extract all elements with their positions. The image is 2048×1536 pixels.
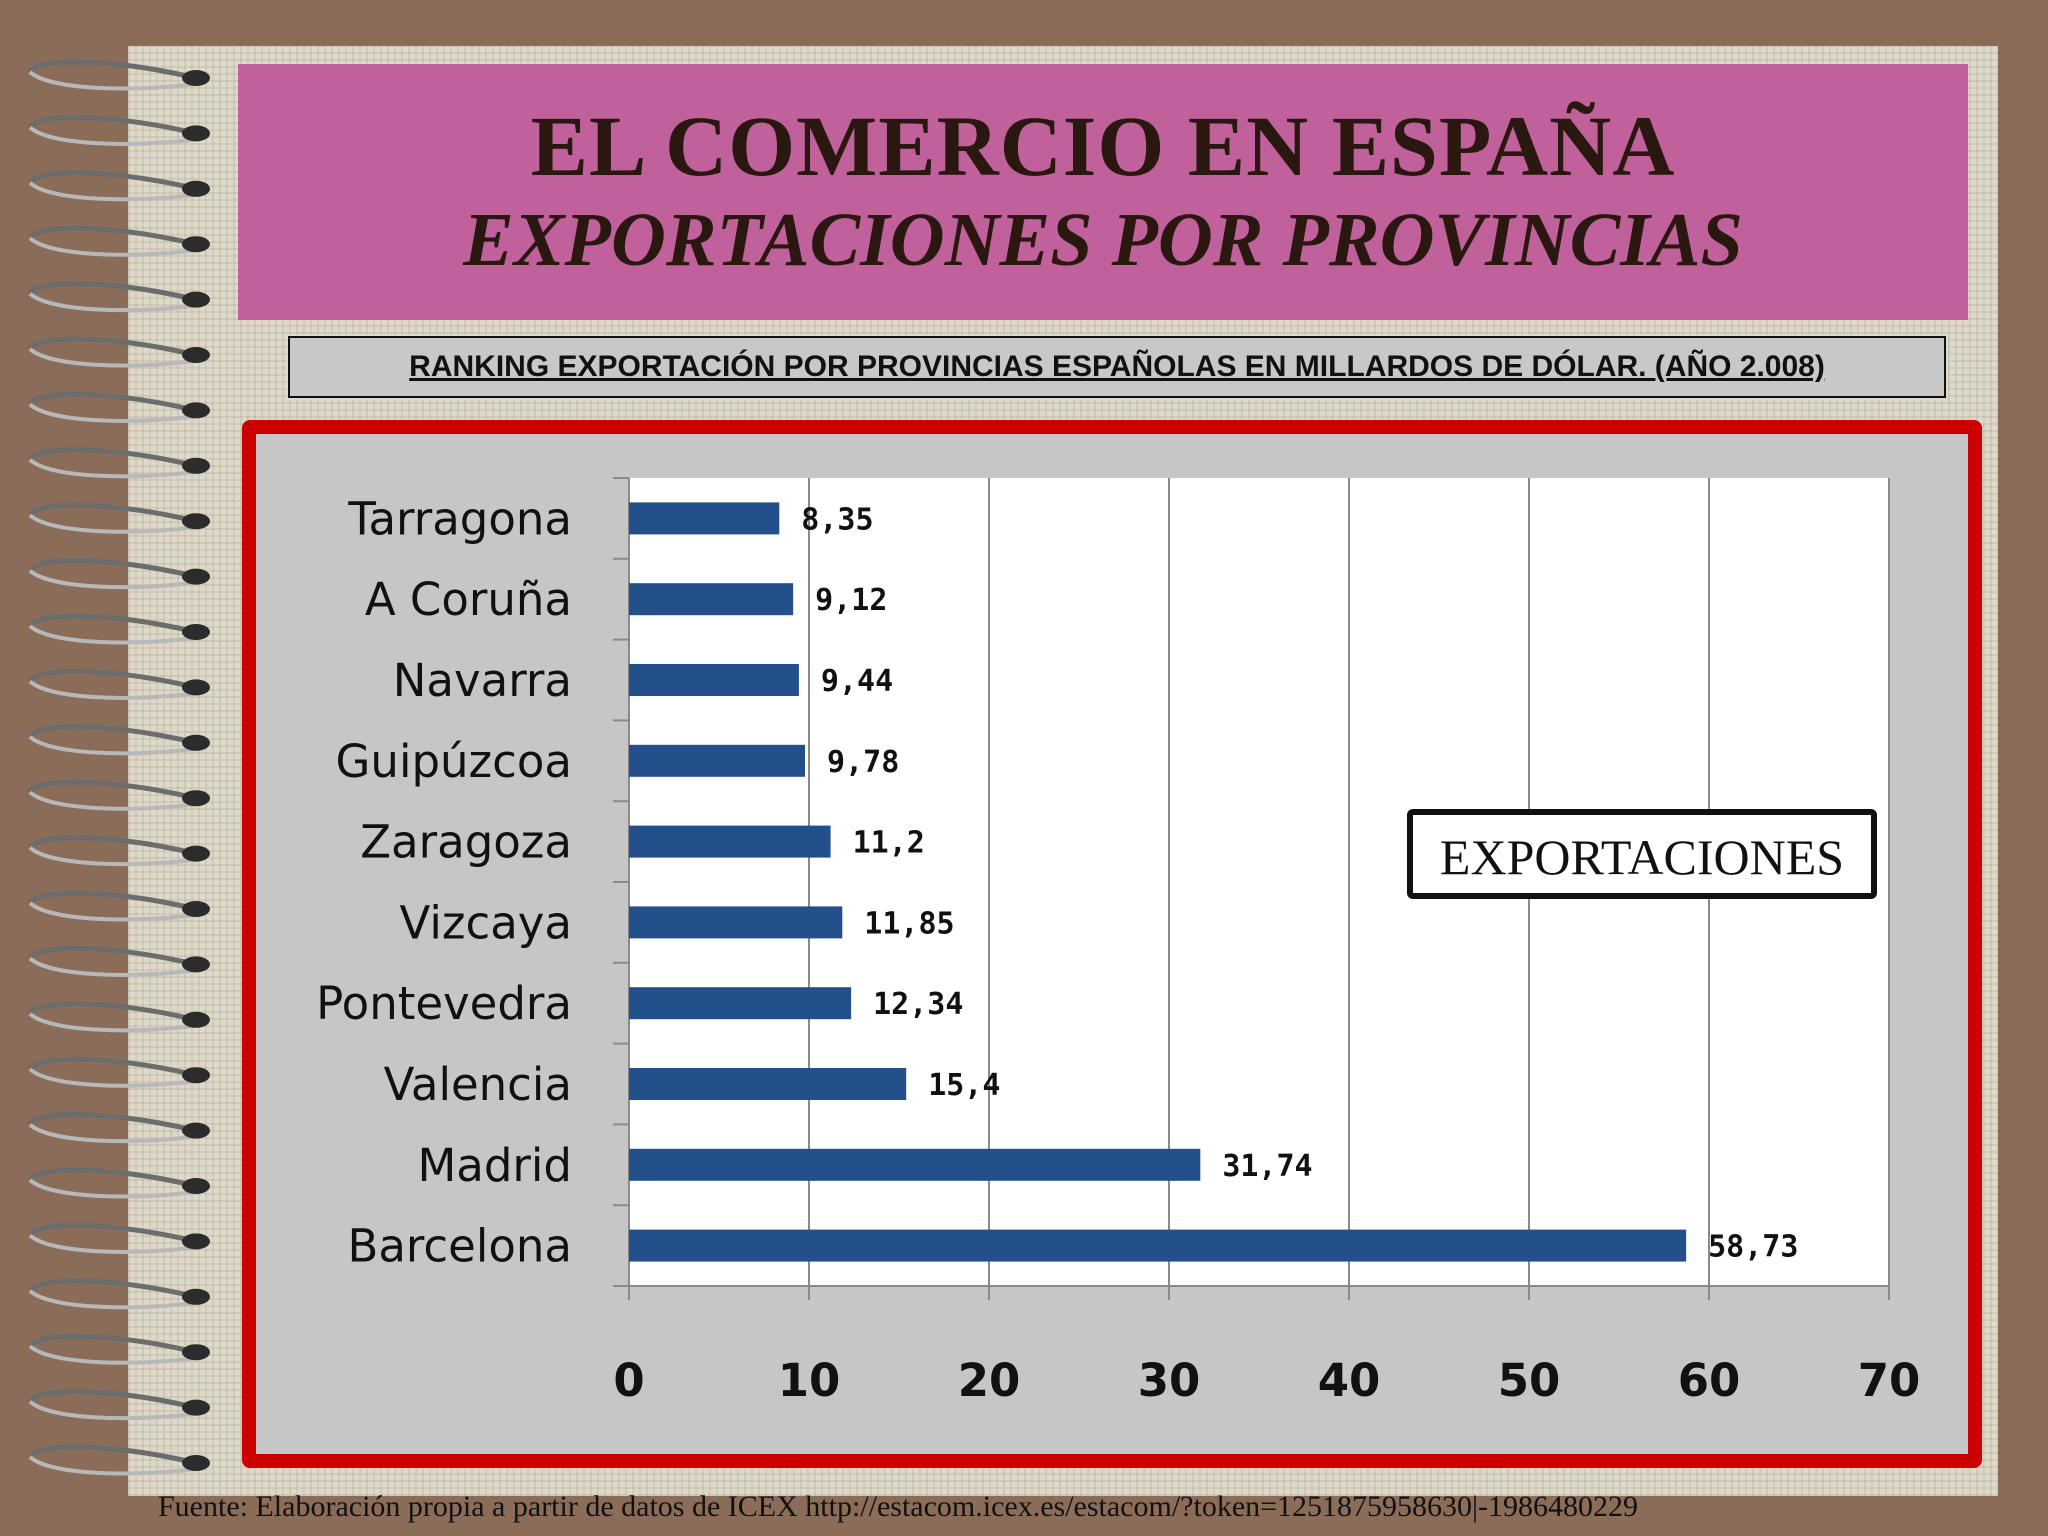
- data-label: 11,85: [864, 906, 954, 941]
- ranking-caption: RANKING EXPORTACIÓN POR PROVINCIAS ESPAÑ…: [409, 350, 1825, 383]
- x-tick-label: 20: [958, 1354, 1021, 1407]
- bar: [629, 502, 780, 535]
- x-tick-label: 30: [1138, 1354, 1201, 1407]
- title-banner: EL COMERCIO EN ESPAÑA EXPORTACIONES POR …: [238, 64, 1968, 320]
- data-label: 15,4: [928, 1068, 1000, 1103]
- bar: [629, 987, 852, 1020]
- chart-frame: 0 10 20 30 40 50 60 70 8,35 Tarragona 9,12 A Coruña…: [242, 420, 1982, 1468]
- ranking-caption-box: RANKING EXPORTACIÓN POR PROVINCIAS ESPAÑ…: [286, 334, 1948, 400]
- category-label: Navarra: [393, 654, 572, 707]
- data-label: 9,12: [815, 583, 887, 618]
- bar: [629, 664, 799, 696]
- category-label: Madrid: [417, 1139, 572, 1192]
- category-label: Zaragoza: [360, 816, 572, 869]
- source-note: Fuente: Elaboración propia a partir de d…: [158, 1490, 1639, 1523]
- category-label: Barcelona: [347, 1220, 572, 1273]
- page-subtitle: EXPORTACIONES POR PROVINCIAS: [463, 198, 1743, 282]
- bar: [629, 583, 794, 616]
- data-label: 8,35: [801, 502, 873, 537]
- data-label: 12,34: [873, 987, 963, 1022]
- bar: [629, 1148, 1201, 1181]
- category-label: Tarragona: [347, 492, 572, 545]
- category-label: A Coruña: [365, 573, 572, 626]
- category-label: Valencia: [384, 1058, 572, 1111]
- data-label: 31,74: [1222, 1149, 1312, 1184]
- bar: [629, 1229, 1687, 1262]
- category-label: Pontevedra: [316, 977, 572, 1030]
- x-tick-label: 60: [1678, 1354, 1741, 1407]
- x-tick-label: 50: [1498, 1354, 1561, 1407]
- page-title: EL COMERCIO EN ESPAÑA: [530, 98, 1676, 194]
- bar: [629, 1068, 907, 1100]
- bar-chart: 0 10 20 30 40 50 60 70 8,35 Tarragona 9,12 A Coruña…: [316, 477, 1921, 1407]
- category-label: Guipúzcoa: [336, 735, 572, 788]
- data-label: 9,78: [827, 745, 899, 780]
- category-label: Vizcaya: [400, 896, 572, 949]
- data-label: 11,2: [853, 826, 925, 861]
- x-tick-label: 10: [778, 1354, 841, 1407]
- bar: [629, 744, 806, 777]
- bar: [629, 825, 831, 858]
- legend-label: EXPORTACIONES: [1440, 829, 1844, 885]
- x-tick-label: 40: [1318, 1354, 1381, 1407]
- bar: [629, 906, 843, 939]
- data-label: 58,73: [1708, 1230, 1798, 1265]
- x-tick-label: 70: [1858, 1354, 1921, 1407]
- data-label: 9,44: [821, 664, 893, 699]
- legend: EXPORTACIONES: [1407, 809, 1877, 899]
- x-tick-label: 0: [613, 1354, 644, 1407]
